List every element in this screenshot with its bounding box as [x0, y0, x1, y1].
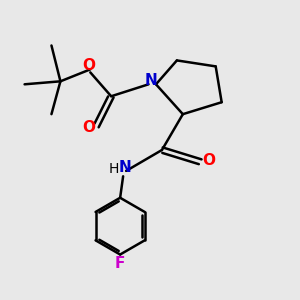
Text: F: F — [115, 256, 125, 271]
Text: O: O — [82, 58, 95, 73]
Text: O: O — [82, 120, 95, 135]
Text: N: N — [118, 160, 131, 175]
Text: H: H — [109, 162, 119, 176]
Text: O: O — [202, 153, 215, 168]
Text: N: N — [144, 73, 157, 88]
